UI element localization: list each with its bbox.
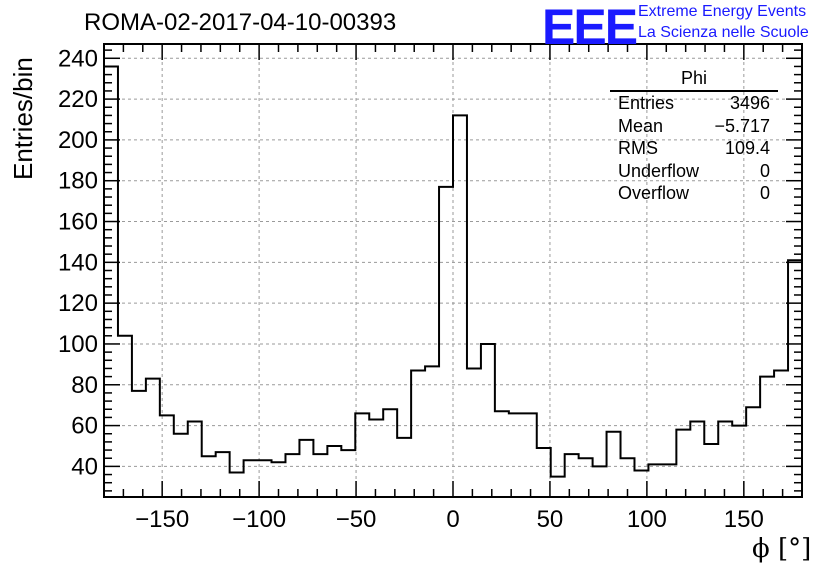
chart-title: ROMA-02-2017-04-10-00393 (84, 9, 397, 36)
x-axis-label: ϕ [°] (752, 534, 812, 564)
histogram-bin (146, 379, 160, 497)
stats-row-mean: Mean −5.717 (610, 115, 778, 138)
histogram-bin (662, 464, 676, 497)
y-tick-label: 80 (71, 372, 98, 399)
y-tick-label: 140 (58, 249, 98, 276)
stats-row-underflow: Underflow 0 (610, 160, 778, 183)
histogram-bin (118, 336, 132, 497)
stats-label: RMS (618, 138, 658, 158)
logo-line-1: Extreme Energy Events (638, 3, 807, 20)
x-tick-label: −50 (336, 506, 377, 533)
axes (103, 43, 803, 498)
histogram-bin (676, 430, 690, 497)
histogram-bin (523, 413, 537, 497)
histogram-bin (788, 260, 802, 497)
y-tick-label: 120 (58, 290, 98, 317)
x-tick-label: 0 (446, 506, 459, 533)
tick-labels: −150 −100 −50 0 50 100 150 40 60 80 100 120 140 160 18… (58, 45, 764, 533)
histogram-bin (439, 187, 453, 497)
histogram-bin (704, 444, 718, 497)
histogram-bin (411, 370, 425, 497)
histogram-bin (341, 450, 355, 497)
histogram-bin (607, 432, 621, 497)
stats-row-entries: Entries 3496 (610, 92, 778, 115)
histogram-outline (103, 65, 803, 497)
stats-label: Overflow (618, 183, 690, 203)
y-tick-label: 40 (71, 453, 98, 480)
histogram-bin (313, 454, 327, 497)
histogram-bin (760, 377, 774, 497)
x-tick-label: 100 (627, 506, 667, 533)
y-tick-label: 160 (58, 209, 98, 236)
logo-line-2: La Scienza nelle Scuole (638, 24, 809, 41)
histogram-bin (495, 411, 509, 497)
histogram-bin (327, 446, 341, 497)
histogram-bin (174, 434, 188, 497)
y-tick-label: 180 (58, 168, 98, 195)
x-tick-label: 50 (537, 506, 564, 533)
histogram-bin (299, 440, 313, 497)
histogram-bin (551, 477, 565, 497)
histogram-bin (202, 456, 216, 497)
stats-label: Mean (618, 115, 664, 136)
histogram-bin (774, 370, 788, 497)
stats-title: Phi (610, 66, 778, 92)
stats-row-overflow: Overflow 0 (610, 182, 778, 205)
stats-value: 109.4 (724, 138, 770, 158)
histogram-bin (690, 422, 704, 498)
histogram-bin (425, 366, 439, 497)
histogram-series (103, 65, 803, 498)
stats-label: Entries (618, 93, 675, 113)
histogram-bin (509, 413, 523, 497)
eee-logo-mark: EEE (542, 0, 638, 55)
histogram-bin (718, 422, 732, 498)
y-tick-label: 220 (58, 86, 98, 113)
histogram-bin (537, 448, 551, 497)
histogram-bin (397, 438, 411, 497)
histogram-bin (244, 460, 258, 497)
histogram-bin (132, 391, 146, 497)
histogram-bin (188, 422, 202, 498)
y-tick-label: 200 (58, 127, 98, 154)
stats-value: 0 (759, 183, 770, 203)
histogram-bin (355, 413, 369, 497)
histogram-bin (369, 419, 383, 497)
stats-box: Phi Entries 3496 Mean −5.717 RMS 109.4 U… (610, 66, 778, 205)
stats-value: −5.717 (714, 115, 770, 136)
x-tick-label: −150 (135, 506, 189, 533)
histogram-bin (467, 368, 481, 497)
histogram-bin (453, 115, 467, 497)
stats-value: 0 (759, 160, 770, 181)
x-tick-label: −100 (232, 506, 286, 533)
y-tick-label: 60 (71, 413, 98, 440)
histogram-bin (593, 466, 607, 497)
y-tick-label: 100 (58, 331, 98, 358)
histogram-bin (481, 344, 495, 497)
y-axis-label: Entries/bin (8, 57, 38, 180)
stats-value: 3496 (729, 93, 770, 113)
histogram-bin (383, 409, 397, 497)
histogram-bin (216, 452, 230, 497)
histogram-bin (648, 464, 662, 497)
stats-label: Underflow (618, 160, 700, 181)
y-tick-label: 240 (58, 45, 98, 72)
x-tick-label: 150 (724, 506, 764, 533)
histogram-bin (565, 454, 579, 497)
stats-row-rms: RMS 109.4 (610, 137, 778, 160)
histogram-bin (579, 458, 593, 497)
histogram-bin (746, 407, 760, 497)
histogram-bin (230, 473, 244, 497)
